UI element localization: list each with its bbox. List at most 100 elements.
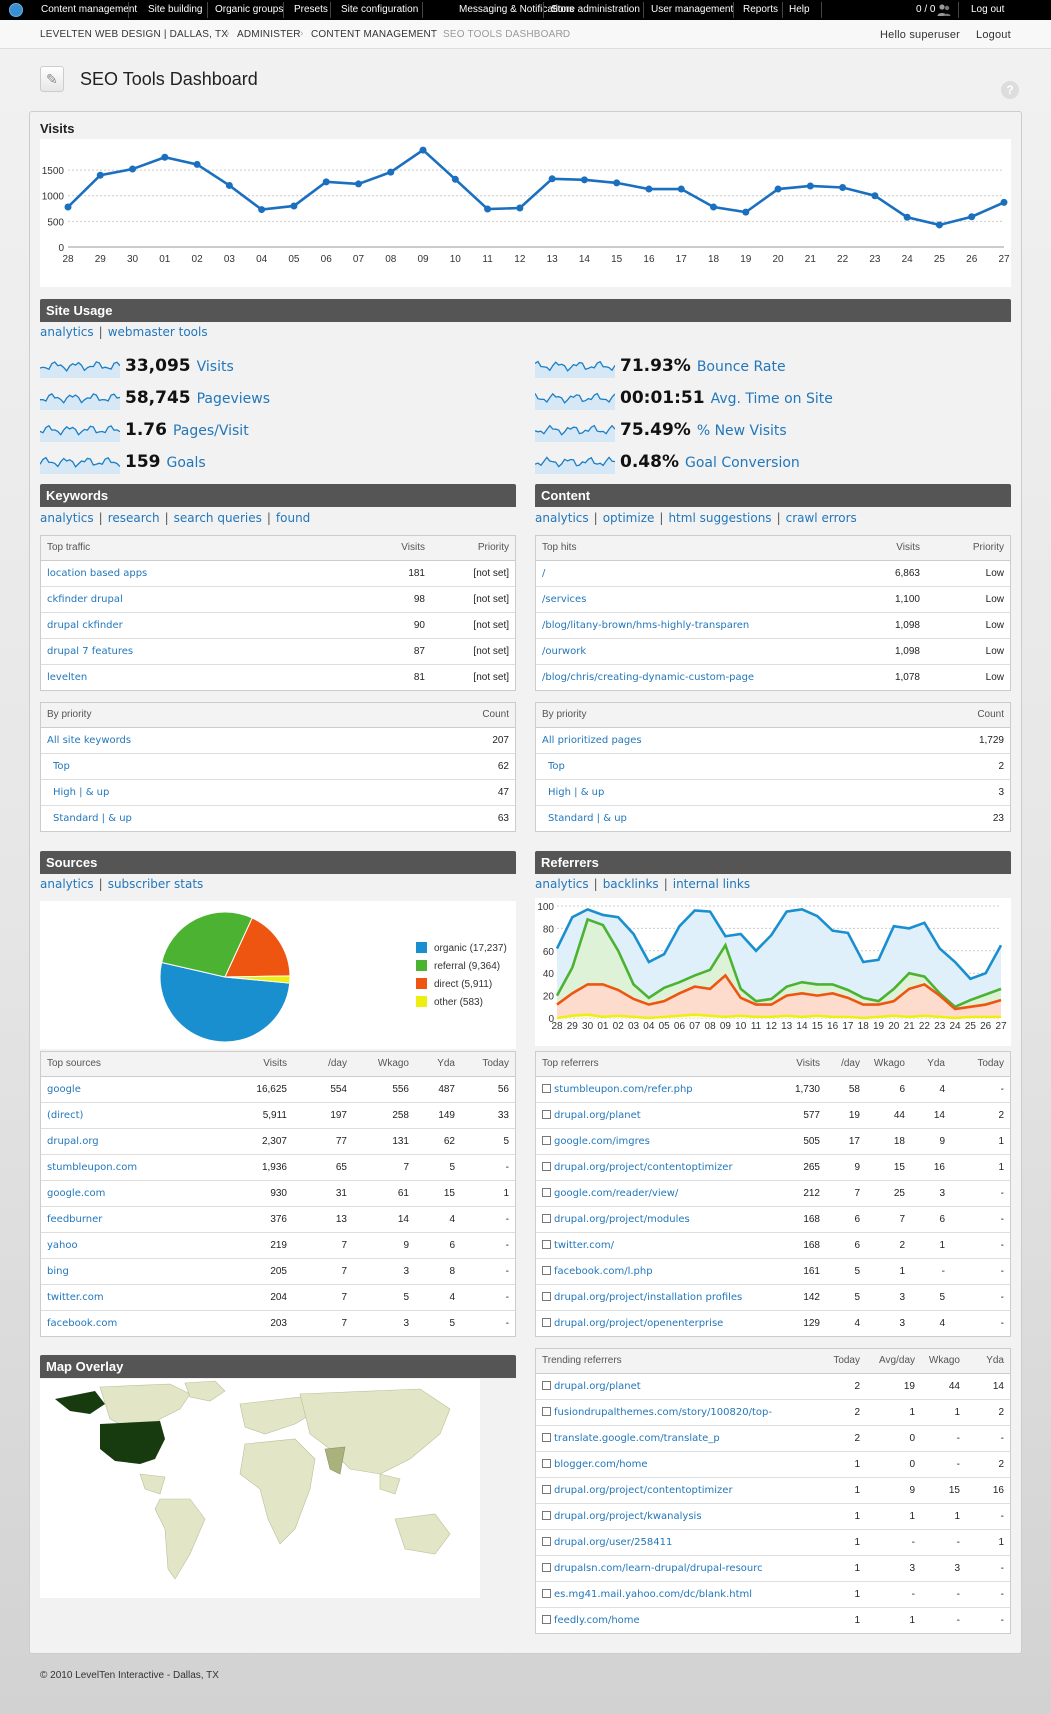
row-link[interactable]: google.com/imgres xyxy=(536,1127,771,1154)
row-link[interactable]: yahoo xyxy=(41,1231,221,1258)
row-link[interactable]: drupal.org/project/kwanalysis xyxy=(536,1502,816,1529)
menu-site-configuration[interactable]: Site configuration xyxy=(341,4,419,15)
column-header[interactable]: Today xyxy=(461,1052,515,1077)
row-link[interactable]: translate.google.com/translate_p xyxy=(536,1424,816,1451)
row-link[interactable]: facebook.com/l.php xyxy=(536,1257,771,1284)
row-link[interactable]: / xyxy=(542,567,546,579)
row-link[interactable]: /services xyxy=(536,585,836,612)
stat-label[interactable]: Bounce Rate xyxy=(696,359,786,375)
breadcrumb-administer[interactable]: ADMINISTER xyxy=(237,29,301,40)
column-header[interactable]: Yda xyxy=(966,1349,1010,1374)
menu-content-management[interactable]: Content management xyxy=(41,4,138,15)
row-link[interactable]: drupal 7 features xyxy=(41,637,341,664)
optimize-link[interactable]: optimize xyxy=(602,511,655,525)
column-header[interactable]: Count xyxy=(431,703,515,728)
column-header[interactable]: Top referrers xyxy=(536,1052,771,1077)
column-header[interactable]: Top traffic xyxy=(41,536,341,561)
stat-label[interactable]: Visits xyxy=(196,359,234,375)
row-link[interactable]: All site keywords xyxy=(47,734,132,746)
row-link[interactable]: drupal ckfinder xyxy=(41,611,341,638)
row-link[interactable]: bing xyxy=(41,1257,221,1284)
column-header[interactable]: /day xyxy=(826,1052,866,1077)
row-link[interactable]: ckfinder drupal xyxy=(41,585,341,612)
found-link[interactable]: found xyxy=(275,511,311,525)
row-link[interactable]: google.com/reader/view/ xyxy=(536,1179,771,1206)
column-header[interactable]: Top hits xyxy=(536,536,836,561)
column-header[interactable]: Today xyxy=(816,1349,866,1374)
column-header[interactable]: Top sources xyxy=(41,1052,221,1077)
row-link[interactable]: fusiondrupalthemes.com/story/100820/top- xyxy=(536,1398,816,1425)
column-header[interactable]: Wkago xyxy=(353,1052,415,1077)
row-link[interactable]: es.mg41.mail.yahoo.com/dc/blank.html xyxy=(536,1580,816,1607)
stat-label[interactable]: Goals xyxy=(166,455,206,471)
logout-button[interactable]: Logout xyxy=(976,29,1011,41)
row-link[interactable]: All prioritized pages xyxy=(542,734,642,746)
column-header[interactable]: Count xyxy=(926,703,1010,728)
row-link[interactable]: drupal.org/project/contentoptimizer xyxy=(536,1476,816,1503)
row-link[interactable]: /blog/chris/creating-dynamic-custom-page xyxy=(536,663,836,690)
row-link[interactable]: drupal.org/project/modules xyxy=(536,1205,771,1232)
row-link[interactable]: google.com xyxy=(41,1179,221,1206)
row-link[interactable]: drupal.org/planet xyxy=(536,1101,771,1128)
column-header[interactable]: Visits xyxy=(771,1052,826,1077)
column-header[interactable]: By priority xyxy=(41,703,431,728)
row-link[interactable]: blogger.com/home xyxy=(536,1450,816,1477)
row-link[interactable]: twitter.com xyxy=(41,1283,221,1310)
menu-reports[interactable]: Reports xyxy=(743,4,779,15)
menu-organic-groups[interactable]: Organic groups xyxy=(215,4,284,15)
column-header[interactable]: Avg/day xyxy=(866,1349,921,1374)
column-header[interactable]: Priority xyxy=(431,536,515,561)
logout-link[interactable]: Log out superuser xyxy=(971,4,1015,35)
row-link[interactable]: google xyxy=(47,1083,81,1095)
row-link[interactable]: /ourwork xyxy=(536,637,836,664)
search-queries-link[interactable]: search queries xyxy=(173,511,262,525)
row-link[interactable]: drupal.org/planet xyxy=(536,1373,816,1399)
column-header[interactable]: Wkago xyxy=(866,1052,911,1077)
row-link[interactable]: /blog/litany-brown/hms-highly-transparen xyxy=(536,611,836,638)
row-link[interactable]: twitter.com/ xyxy=(536,1231,771,1258)
row-link[interactable]: stumbleupon.com xyxy=(41,1153,221,1180)
column-header[interactable]: /day xyxy=(293,1052,353,1077)
row-link[interactable]: drupalsn.com/learn-drupal/drupal-resourc xyxy=(536,1554,816,1581)
menu-store-administration[interactable]: Store administration xyxy=(551,4,640,15)
column-header[interactable]: Today xyxy=(951,1052,1010,1077)
stat-label[interactable]: Avg. Time on Site xyxy=(710,391,833,407)
row-link[interactable]: feedly.com/home xyxy=(536,1606,816,1633)
row-link[interactable]: drupal.org/project/contentoptimizer xyxy=(536,1153,771,1180)
row-link[interactable]: (direct) xyxy=(41,1101,221,1128)
row-link[interactable]: Standard | & up xyxy=(41,804,431,831)
analytics-link[interactable]: analytics xyxy=(40,877,94,891)
webmaster-tools-link[interactable]: webmaster tools xyxy=(107,325,208,339)
row-link[interactable]: drupal.org xyxy=(41,1127,221,1154)
row-link[interactable]: feedburner xyxy=(41,1205,221,1232)
row-link[interactable]: stumbleupon.com/refer.php xyxy=(536,1076,771,1102)
column-header[interactable]: Yda xyxy=(911,1052,951,1077)
column-header[interactable]: By priority xyxy=(536,703,926,728)
column-header[interactable]: Visits xyxy=(341,536,431,561)
row-link[interactable]: location based apps xyxy=(47,567,148,579)
column-header[interactable]: Yda xyxy=(415,1052,461,1077)
column-header[interactable]: Priority xyxy=(926,536,1010,561)
analytics-link[interactable]: analytics xyxy=(535,877,589,891)
subscriber-stats-link[interactable]: subscriber stats xyxy=(107,877,204,891)
backlinks-link[interactable]: backlinks xyxy=(602,877,659,891)
stat-label[interactable]: Pages/Visit xyxy=(172,423,249,439)
drupal-logo[interactable] xyxy=(0,0,38,20)
breadcrumb-site[interactable]: LEVELTEN WEB DESIGN | DALLAS, TX xyxy=(40,29,229,40)
column-header[interactable]: Wkago xyxy=(921,1349,966,1374)
row-link[interactable]: High | & up xyxy=(536,778,926,805)
analytics-link[interactable]: analytics xyxy=(535,511,589,525)
stat-label[interactable]: Pageviews xyxy=(196,391,271,407)
stat-label[interactable]: Goal Conversion xyxy=(684,455,800,471)
breadcrumb-content-management[interactable]: CONTENT MANAGEMENT xyxy=(311,29,438,40)
help-button[interactable]: ? xyxy=(1001,81,1019,99)
row-link[interactable]: Top xyxy=(536,752,926,779)
menu-site-building[interactable]: Site building xyxy=(148,4,203,15)
row-link[interactable]: levelten xyxy=(41,663,341,690)
html-suggestions-link[interactable]: html suggestions xyxy=(668,511,772,525)
menu-presets[interactable]: Presets xyxy=(294,4,328,15)
row-link[interactable]: drupal.org/project/installation profiles xyxy=(536,1283,771,1310)
row-link[interactable]: facebook.com xyxy=(41,1309,221,1336)
row-link[interactable]: drupal.org/user/258411 xyxy=(536,1528,816,1555)
internal-links-link[interactable]: internal links xyxy=(672,877,751,891)
